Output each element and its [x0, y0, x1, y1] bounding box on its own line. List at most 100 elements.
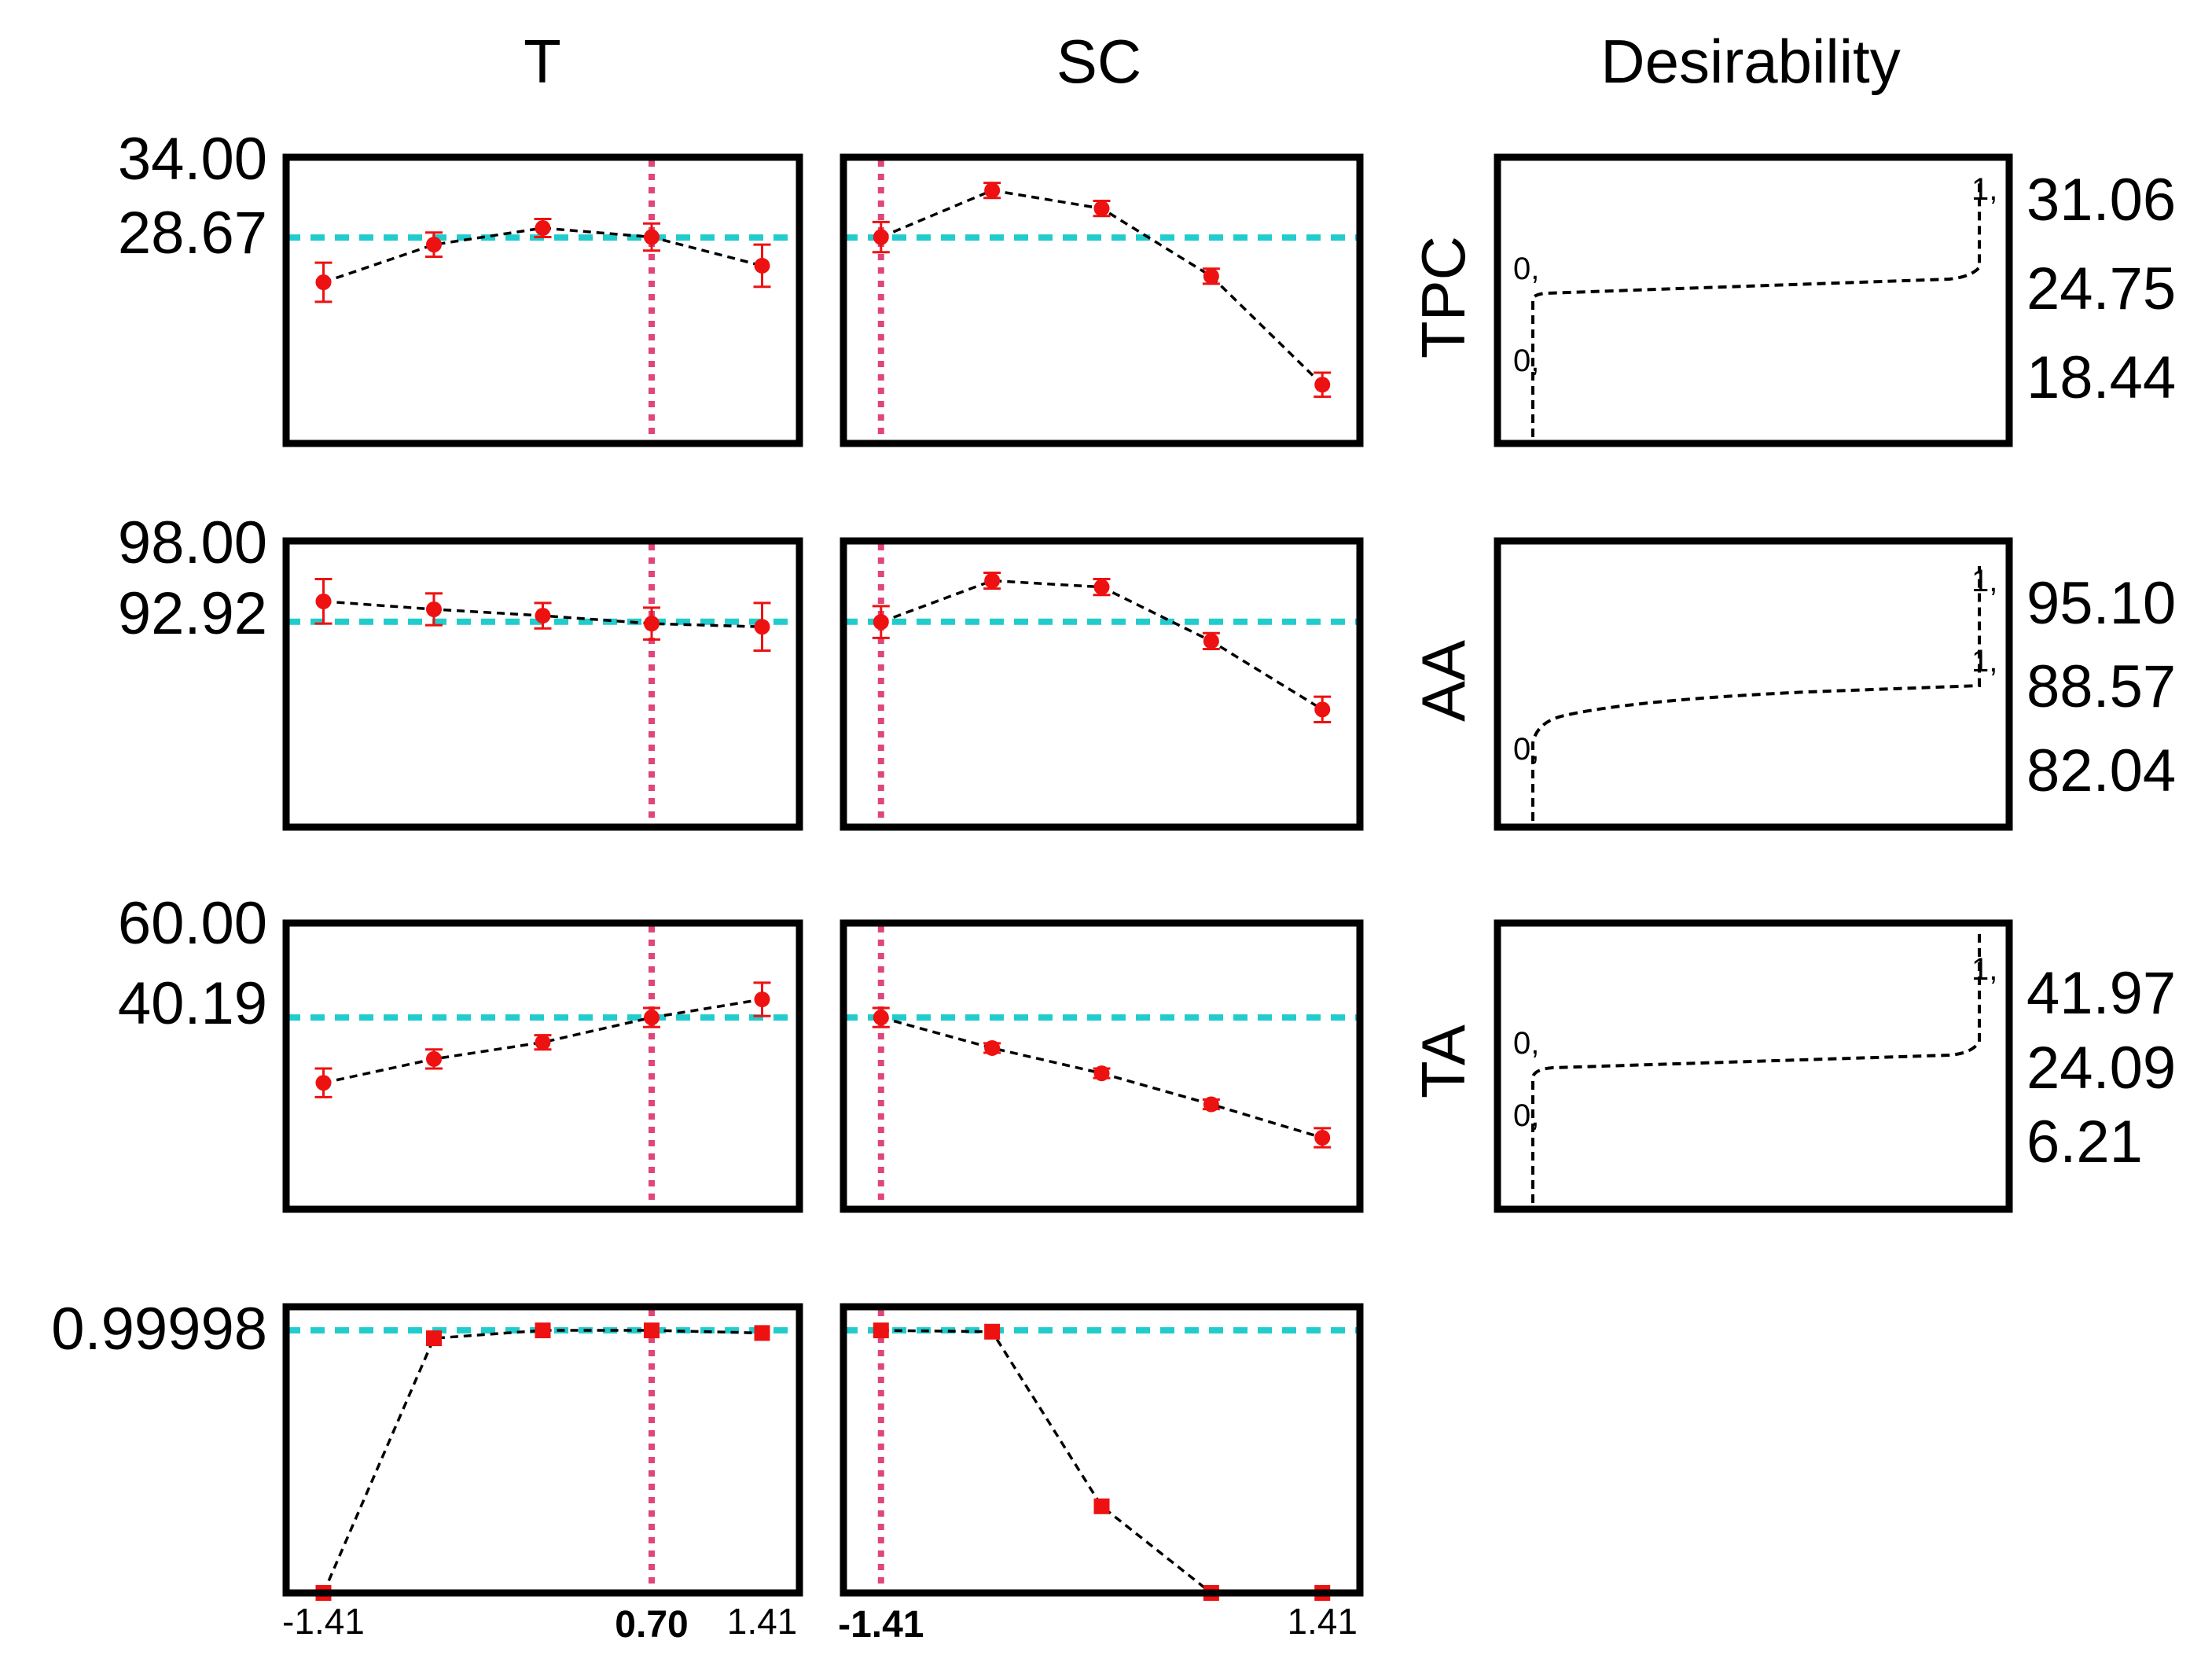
data-point [644, 229, 660, 245]
data-point [1203, 1096, 1219, 1113]
column-title-sc: SC [1056, 27, 1141, 96]
column-title-t: T [524, 27, 561, 96]
data-point [1314, 1130, 1331, 1146]
data-point [315, 1075, 332, 1091]
desirability-tick-tpc-low: 18.44 [2026, 344, 2176, 411]
x-tick-t-min: -1.41 [282, 1601, 365, 1642]
desirability-curve-aa [1531, 566, 1981, 821]
data-point [644, 1010, 660, 1026]
desirability-value-label: 1, [1971, 952, 1997, 987]
data-point [754, 1325, 770, 1341]
response-label-ta: TA [1409, 1024, 1478, 1098]
data-point [873, 1010, 889, 1026]
desirability-tick-tpc-mid: 24.75 [2026, 256, 2176, 322]
desirability-value-label: 0, [1513, 1026, 1539, 1061]
desirability-tick-ta-high: 41.97 [2026, 960, 2176, 1027]
profile-panel-ta-sc [840, 919, 1364, 1213]
panel-frame [282, 919, 803, 1213]
panel-frame [840, 1303, 1364, 1597]
desirability-value-label: 0, [1513, 344, 1539, 378]
data-point [1203, 268, 1219, 285]
profile-panel-aa-t [282, 537, 803, 831]
profile-panel-desirability-sc [840, 1303, 1364, 1601]
data-point [1314, 701, 1331, 718]
response-label-tpc: TPC [1409, 236, 1478, 359]
data-point [1093, 1498, 1110, 1514]
desirability-frame-tpc [1494, 153, 2013, 447]
data-point [425, 601, 442, 617]
desirability-value-label: 0, [1513, 732, 1539, 767]
desirability-curve-ta [1531, 929, 1981, 1203]
desirability-panel-aa: 0, 1, 1, [1494, 537, 2013, 831]
data-point [425, 237, 442, 253]
desirability-value-label: 1, [1971, 644, 1997, 679]
data-point [644, 1322, 660, 1339]
y-top-label-ta: 60.00 [118, 890, 267, 957]
x-tick-sc-max: 1.41 [1287, 1601, 1358, 1642]
desirability-panel-tpc: 0, 0, 1, [1494, 153, 2013, 447]
data-point [1314, 377, 1331, 393]
desirability-value-label: 1, [1971, 564, 1997, 598]
desirability-tick-aa-mid: 88.57 [2026, 653, 2176, 720]
trend-line [880, 1329, 1323, 1595]
panel-frame [282, 537, 803, 831]
data-point [984, 182, 1001, 199]
desirability-tick-aa-high: 95.10 [2026, 570, 2176, 637]
data-point [873, 229, 889, 245]
panel-frame [840, 919, 1364, 1213]
data-point [873, 614, 889, 631]
desirability-tick-ta-mid: 24.09 [2026, 1035, 2176, 1102]
data-point [425, 1050, 442, 1067]
panel-frame [840, 537, 1364, 831]
profile-panels [282, 153, 1364, 1601]
data-point [644, 616, 660, 632]
trend-line [322, 1329, 762, 1594]
profile-panel-ta-t [282, 919, 803, 1213]
x-current-setting-t[interactable]: 0.70 [615, 1604, 688, 1646]
data-point [1203, 633, 1219, 649]
data-point [315, 593, 332, 609]
column-title-desirability: Desirability [1600, 27, 1900, 96]
trend-line [880, 189, 1324, 386]
data-point [535, 608, 551, 624]
response-label-aa: AA [1409, 640, 1478, 722]
x-current-setting-sc[interactable]: -1.41 [838, 1604, 924, 1646]
data-point [1093, 1065, 1110, 1082]
profile-panel-aa-sc [840, 537, 1364, 831]
y-current-label-desirability: 0.99998 [51, 1296, 267, 1363]
data-point [535, 1322, 551, 1339]
data-point [754, 991, 770, 1008]
data-point [315, 274, 332, 291]
data-point [1093, 200, 1110, 217]
data-point [1093, 579, 1110, 595]
panel-frame [282, 153, 803, 447]
desirability-tick-ta-low: 6.21 [2026, 1109, 2143, 1175]
profile-panel-desirability-t [282, 1303, 803, 1601]
data-point [535, 220, 551, 237]
desirability-value-label: 0, [1513, 252, 1539, 286]
y-current-label-ta: 40.19 [118, 970, 267, 1037]
data-point [754, 619, 770, 635]
y-top-label-aa: 98.00 [118, 509, 267, 576]
y-current-label-tpc: 28.67 [118, 200, 267, 267]
desirability-curve-tpc [1531, 181, 1981, 437]
desirability-tick-aa-low: 82.04 [2026, 738, 2176, 804]
data-point [984, 572, 1001, 589]
desirability-tick-tpc-high: 31.06 [2026, 167, 2176, 234]
data-point [984, 1323, 1001, 1340]
data-point [984, 1039, 1001, 1056]
data-point [754, 257, 770, 274]
desirability-value-label: 1, [1971, 172, 1997, 207]
desirability-panel-ta: 0, 0, 1, [1494, 919, 2013, 1213]
desirability-frame-aa [1494, 537, 2013, 831]
desirability-frame-ta [1494, 919, 2013, 1213]
y-current-label-aa: 92.92 [118, 580, 267, 647]
y-top-label-tpc: 34.00 [118, 126, 267, 193]
panel-frame [282, 1303, 803, 1597]
profile-panel-tpc-sc [840, 153, 1364, 447]
desirability-value-label: 0, [1513, 1098, 1539, 1133]
data-point [425, 1330, 442, 1347]
x-tick-t-max: 1.41 [727, 1601, 798, 1642]
data-point [535, 1034, 551, 1050]
